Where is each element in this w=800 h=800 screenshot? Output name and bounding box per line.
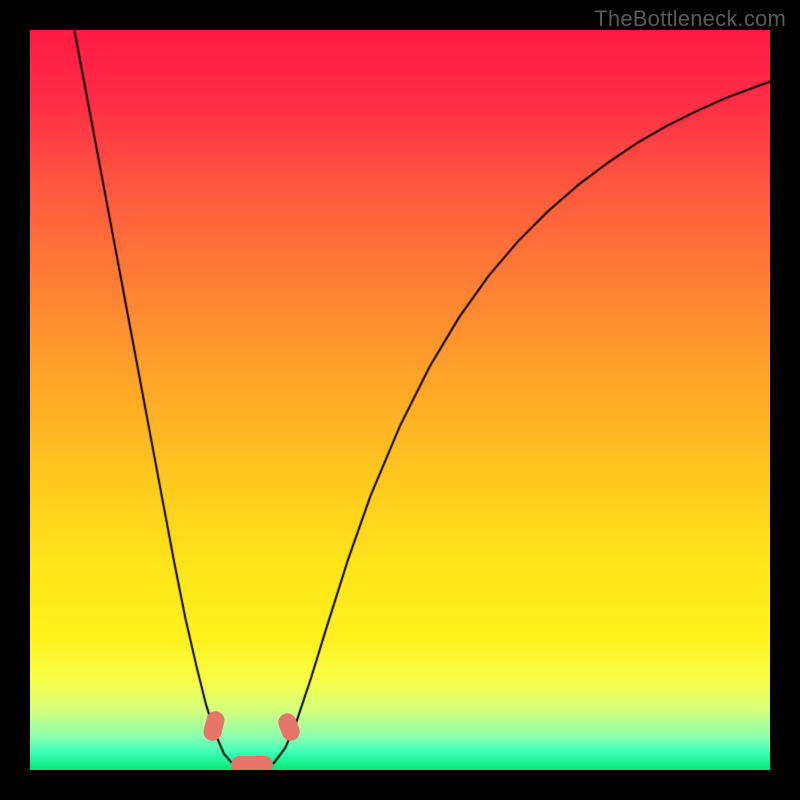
- bottleneck-curve: [30, 30, 770, 770]
- curve-marker: [231, 756, 273, 770]
- plot-area: [30, 30, 770, 770]
- watermark-text: TheBottleneck.com: [594, 6, 786, 32]
